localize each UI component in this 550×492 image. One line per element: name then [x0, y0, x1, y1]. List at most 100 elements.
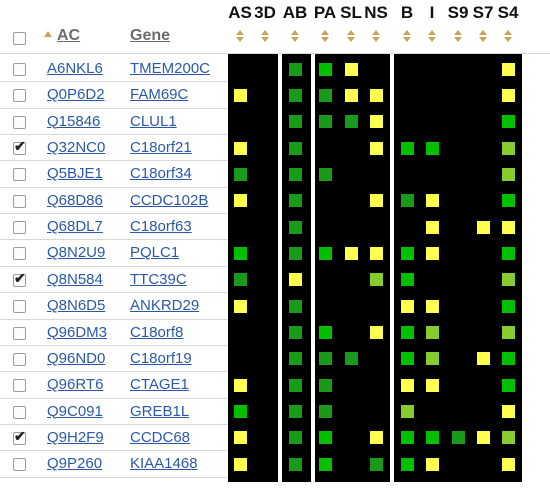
feature-cell-s4[interactable]: [501, 273, 515, 287]
feature-cell-ab[interactable]: [288, 273, 302, 287]
feature-cell-s4[interactable]: [501, 326, 515, 339]
accession-link[interactable]: Q15846: [47, 112, 101, 130]
feature-cell-s4[interactable]: [501, 141, 515, 155]
feature-cell-pa[interactable]: [318, 167, 332, 181]
ac-header-label[interactable]: AC: [57, 27, 81, 44]
feature-header-s9[interactable]: S9: [447, 3, 469, 22]
feature-cell-i[interactable]: [425, 246, 439, 260]
row-checkbox[interactable]: ✔: [13, 428, 26, 445]
row-checkbox[interactable]: [13, 194, 26, 208]
feature-cell-s4[interactable]: [501, 88, 515, 102]
feature-cell-s4[interactable]: [501, 115, 515, 129]
accession-link[interactable]: Q8N2U9: [47, 244, 106, 262]
row-checkbox[interactable]: [13, 352, 26, 366]
feature-header-pa[interactable]: PA: [313, 3, 337, 22]
feature-cell-b[interactable]: [400, 273, 414, 287]
gene-link[interactable]: C18orf21: [130, 139, 192, 157]
row-checkbox[interactable]: [13, 326, 26, 340]
feature-cell-s4[interactable]: [501, 167, 515, 181]
accession-link[interactable]: Q9P260: [47, 455, 103, 473]
feature-cell-ab[interactable]: [288, 326, 302, 339]
sort-icon[interactable]: [371, 30, 381, 44]
feature-cell-ab[interactable]: [288, 115, 302, 129]
feature-cell-i[interactable]: [425, 141, 439, 155]
feature-cell-pa[interactable]: [318, 431, 332, 445]
feature-cell-i[interactable]: [425, 457, 439, 471]
accession-link[interactable]: Q0P6D2: [47, 86, 105, 104]
feature-cell-as[interactable]: [233, 246, 247, 260]
row-checkbox[interactable]: [13, 300, 26, 314]
feature-header-s7[interactable]: S7: [472, 3, 494, 22]
gene-link[interactable]: CTAGE1: [130, 376, 189, 394]
feature-cell-as[interactable]: [233, 141, 247, 155]
feature-header-3d[interactable]: 3D: [254, 3, 276, 22]
feature-cell-as[interactable]: [233, 405, 247, 419]
feature-header-ns[interactable]: NS: [364, 3, 388, 22]
feature-cell-s4[interactable]: [501, 352, 515, 366]
feature-cell-pa[interactable]: [318, 352, 332, 366]
feature-cell-ab[interactable]: [288, 167, 302, 181]
feature-cell-pa[interactable]: [318, 246, 332, 260]
feature-cell-b[interactable]: [400, 457, 414, 471]
feature-cell-i[interactable]: [425, 431, 439, 445]
feature-cell-s9[interactable]: [451, 431, 465, 445]
gene-link[interactable]: TMEM200C: [130, 60, 211, 77]
feature-cell-ns[interactable]: [369, 326, 383, 339]
row-checkbox[interactable]: [13, 63, 26, 76]
feature-cell-sl[interactable]: [344, 115, 358, 129]
feature-cell-b[interactable]: [400, 141, 414, 155]
feature-cell-ab[interactable]: [288, 405, 302, 419]
feature-header-ab[interactable]: AB: [282, 3, 308, 22]
feature-cell-s4[interactable]: [501, 62, 515, 76]
row-checkbox[interactable]: ✔: [13, 270, 26, 287]
feature-cell-i[interactable]: [425, 299, 439, 313]
feature-cell-s4[interactable]: [501, 457, 515, 471]
gene-link[interactable]: ANKRD29: [130, 297, 200, 315]
row-checkbox[interactable]: [13, 89, 26, 103]
feature-cell-b[interactable]: [400, 299, 414, 313]
feature-cell-s4[interactable]: [501, 405, 515, 419]
feature-cell-i[interactable]: [425, 326, 439, 339]
feature-cell-ab[interactable]: [288, 62, 302, 76]
accession-link[interactable]: Q5BJE1: [47, 165, 103, 183]
feature-cell-ab[interactable]: [288, 378, 302, 392]
accession-link[interactable]: Q68D86: [47, 191, 103, 209]
feature-cell-pa[interactable]: [318, 62, 332, 76]
feature-cell-as[interactable]: [233, 299, 247, 313]
gene-column-header[interactable]: Gene: [130, 27, 170, 45]
select-all-checkbox[interactable]: [13, 32, 26, 45]
feature-cell-s4[interactable]: [501, 378, 515, 392]
feature-cell-b[interactable]: [400, 352, 414, 366]
feature-cell-sl[interactable]: [344, 62, 358, 76]
gene-header-label[interactable]: Gene: [130, 27, 171, 44]
gene-link[interactable]: CLUL1: [130, 112, 177, 130]
feature-header-s4[interactable]: S4: [497, 3, 519, 22]
feature-cell-i[interactable]: [425, 378, 439, 392]
feature-cell-ns[interactable]: [369, 431, 383, 445]
accession-link[interactable]: Q9C091: [47, 402, 103, 420]
sort-icon[interactable]: [260, 30, 270, 44]
sort-icon[interactable]: [346, 30, 356, 44]
feature-cell-ab[interactable]: [288, 352, 302, 366]
accession-link[interactable]: Q96ND0: [47, 349, 106, 367]
feature-cell-as[interactable]: [233, 273, 247, 287]
feature-cell-b[interactable]: [400, 194, 414, 208]
accession-link[interactable]: Q8N6D5: [47, 297, 106, 315]
feature-cell-i[interactable]: [425, 352, 439, 366]
feature-cell-s4[interactable]: [501, 220, 515, 234]
feature-cell-ns[interactable]: [369, 457, 383, 471]
feature-cell-pa[interactable]: [318, 326, 332, 339]
row-checkbox[interactable]: [13, 405, 26, 419]
feature-cell-ns[interactable]: [369, 115, 383, 129]
feature-cell-sl[interactable]: [344, 88, 358, 102]
sort-icon[interactable]: [290, 30, 300, 44]
feature-cell-pa[interactable]: [318, 405, 332, 419]
feature-cell-as[interactable]: [233, 457, 247, 471]
sort-icon[interactable]: [320, 30, 330, 44]
gene-link[interactable]: C18orf34: [130, 165, 192, 183]
gene-link[interactable]: GREB1L: [130, 402, 190, 420]
row-checkbox[interactable]: [13, 458, 26, 472]
feature-cell-i[interactable]: [425, 220, 439, 234]
gene-link[interactable]: CCDC102B: [130, 191, 209, 209]
row-checkbox[interactable]: [13, 168, 26, 182]
